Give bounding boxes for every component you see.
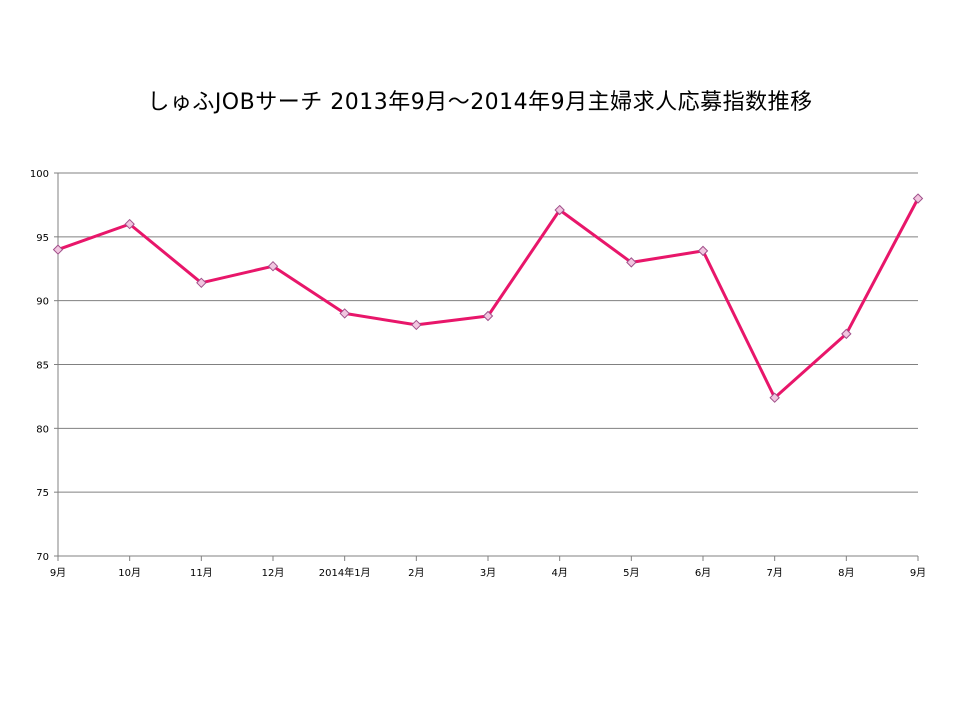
data-point-marker <box>267 260 279 272</box>
x-tick-label: 12月 <box>262 567 285 579</box>
x-tick-label: 10月 <box>118 567 141 579</box>
data-series <box>57 197 920 400</box>
data-point-marker <box>554 204 565 216</box>
x-tick-label: 2014年1月 <box>319 566 371 579</box>
y-tick-label: 85 <box>36 361 49 372</box>
data-point-marker <box>196 277 207 289</box>
data-point-marker <box>841 328 852 340</box>
x-tick-label: 3月 <box>480 567 496 579</box>
x-tick-label: 7月 <box>766 567 782 579</box>
y-tick-label: 75 <box>36 488 49 499</box>
axes <box>54 172 919 561</box>
data-point-marker <box>912 193 924 204</box>
data-point-marker <box>411 319 422 331</box>
data-point-marker <box>697 245 709 257</box>
y-tick-label: 90 <box>36 297 49 308</box>
x-tick-labels: 9月 10月 11月 12月 2014年1月 2月 3月 4月 5月 6月 7月 8月 9月 <box>50 566 926 579</box>
data-point-marker <box>769 392 780 403</box>
x-tick-label: 2月 <box>408 567 424 579</box>
x-tick-label: 4月 <box>551 567 567 579</box>
chart-title: しゅふJOBサーチ 2013年9月～2014年9月主婦求人応募指数推移 <box>147 90 813 115</box>
y-tick-label: 80 <box>36 424 49 435</box>
x-tick-label: 5月 <box>623 567 639 579</box>
y-tick-label: 95 <box>36 233 49 244</box>
data-markers <box>52 193 924 403</box>
x-tick-label: 8月 <box>838 567 854 579</box>
x-tick-label: 11月 <box>190 567 213 579</box>
data-point-marker <box>482 310 494 322</box>
y-tick-label: 70 <box>36 552 49 563</box>
x-tick-label: 9月 <box>910 567 926 579</box>
series-line <box>57 197 920 400</box>
data-point-marker <box>339 308 350 319</box>
data-point-marker <box>626 257 637 268</box>
y-tick-labels: 70 75 80 85 90 95 100 <box>30 169 49 563</box>
y-tick-label: 100 <box>30 169 49 180</box>
data-point-marker <box>52 244 64 255</box>
gridlines <box>58 172 918 493</box>
x-tick-label: 6月 <box>695 567 711 579</box>
data-point-marker <box>124 218 135 230</box>
x-tick-label: 9月 <box>50 567 66 579</box>
